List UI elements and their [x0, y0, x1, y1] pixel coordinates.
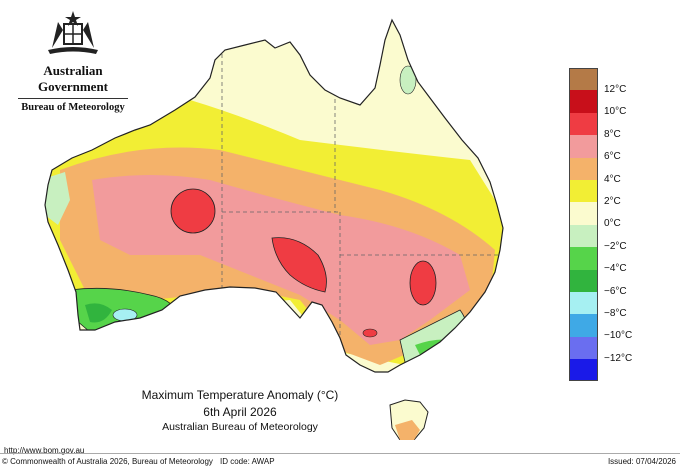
- legend-label: −2°C: [604, 240, 627, 252]
- legend-swatch: [569, 202, 598, 225]
- legend-label: −4°C: [604, 263, 627, 275]
- legend-swatch: [569, 291, 598, 315]
- coat-of-arms-icon: [48, 11, 98, 54]
- australia-anomaly-map: [44, 19, 504, 440]
- legend-row: 0°C: [567, 202, 647, 229]
- legend-swatch: [569, 314, 598, 337]
- legend-row: 4°C: [567, 157, 647, 185]
- legend-row: −8°C: [567, 291, 647, 319]
- website-link[interactable]: http://www.bom.gov.au: [4, 446, 85, 455]
- map-title: Maximum Temperature Anomaly (°C): [141, 388, 339, 402]
- id-code: ID code: AWAP: [220, 457, 275, 466]
- legend-label: 10°C: [604, 106, 627, 118]
- legend-swatch: [569, 90, 598, 113]
- copyright-text: © Commonwealth of Australia 2026, Bureau…: [2, 457, 213, 466]
- legend-swatch: [569, 247, 598, 270]
- legend-swatch: [569, 68, 598, 91]
- legend-label: 4°C: [604, 173, 621, 185]
- color-legend: 12°C 10°C 8°C 6°C 4°C 2°C 0°C −2°C −4°C −6°C −8°C −…: [567, 68, 647, 382]
- legend-row: 8°C: [567, 112, 647, 140]
- zone-8-10-south: [362, 328, 378, 338]
- legend-row: −12°C: [567, 336, 647, 364]
- legend-label: −10°C: [604, 330, 633, 342]
- legend-swatch: [569, 336, 598, 360]
- mainland-fill: [45, 20, 503, 372]
- tasmania-warm-zone: [395, 420, 420, 440]
- legend-row: 6°C: [567, 135, 647, 162]
- map-source: Australian Bureau of Meteorology: [162, 421, 318, 433]
- state-borders: [221, 40, 500, 345]
- legend-row: −2°C: [567, 224, 647, 252]
- legend-row: −6°C: [567, 269, 647, 297]
- agency-logo-block: Australian Government Bureau of Meteorol…: [8, 8, 138, 113]
- legend-row: −10°C: [567, 314, 647, 341]
- zone-neg4-neg6-southwest: [85, 303, 112, 323]
- legend-row: [567, 359, 647, 382]
- zone-0-neg2-north: [399, 65, 417, 95]
- legend-row: 10°C: [567, 90, 647, 117]
- legend-swatch: [569, 269, 598, 292]
- legend-label: 0°C: [604, 218, 621, 230]
- zone-8-10-west: [170, 188, 216, 234]
- zone-8-10-east: [409, 260, 437, 306]
- bureau-title: Bureau of Meteorology: [21, 102, 125, 113]
- legend-label: 2°C: [604, 195, 621, 207]
- legend-label: −6°C: [604, 285, 627, 297]
- legend-row: 2°C: [567, 179, 647, 207]
- legend-swatch: [569, 135, 598, 158]
- legend-swatch: [569, 224, 598, 248]
- legend-label: −12°C: [604, 352, 633, 364]
- legend-row: −4°C: [567, 247, 647, 274]
- legend-swatch: [569, 112, 598, 136]
- legend-swatch: [569, 179, 598, 203]
- legend-label: 8°C: [604, 128, 621, 140]
- issued-date: Issued: 07/04/2026: [607, 457, 676, 466]
- legend-swatch: [569, 157, 598, 180]
- map-date: 6th April 2026: [203, 405, 277, 419]
- legend-swatch: [569, 359, 598, 382]
- zone-8-10-central: [271, 237, 327, 293]
- legend-label: 12°C: [604, 84, 627, 95]
- footer-bar: © Commonwealth of Australia 2026, Bureau…: [0, 453, 680, 468]
- legend-row: 12°C: [567, 68, 647, 95]
- legend-label: 6°C: [604, 151, 621, 163]
- legend-label: −8°C: [604, 307, 627, 319]
- header-divider: [18, 98, 128, 99]
- government-title: Australian Government: [37, 63, 109, 94]
